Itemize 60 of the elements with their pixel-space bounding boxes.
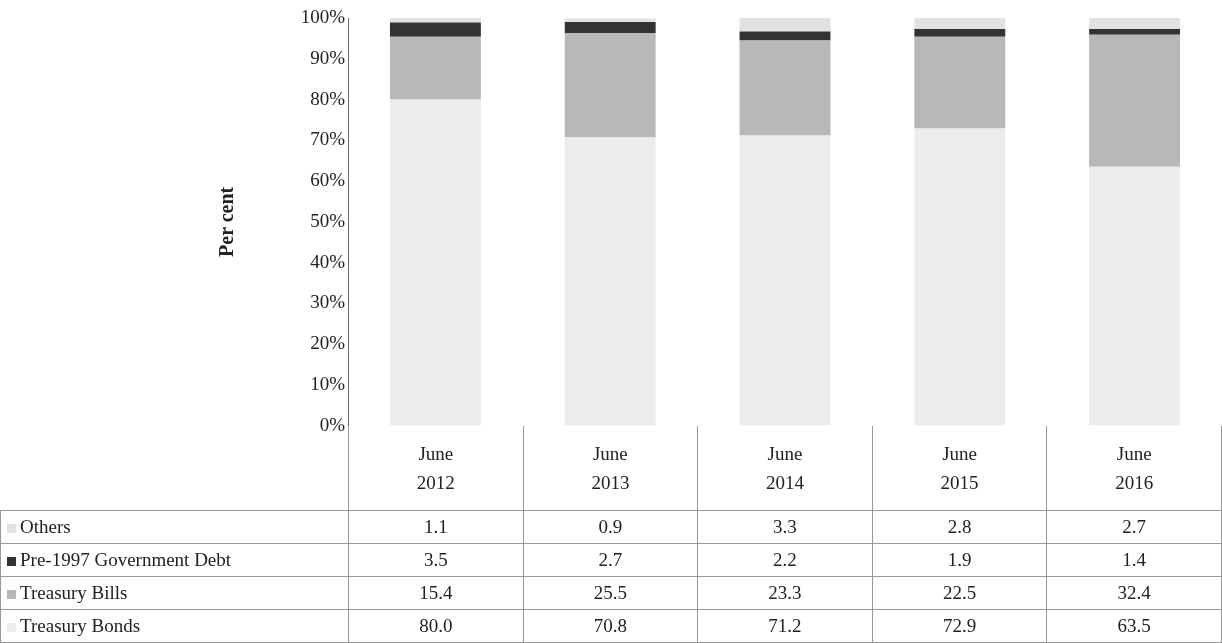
data-label: 1.4 (1046, 543, 1222, 577)
data-label: 2.7 (523, 543, 698, 577)
data-label: 1.9 (872, 543, 1047, 577)
y-tick-label: 90% (310, 46, 346, 68)
x-tick-label: June 2012 (348, 426, 524, 511)
bar (1089, 29, 1181, 35)
legend-label: Pre-1997 Government Debt (20, 549, 232, 570)
bar (564, 137, 656, 426)
y-tick-label: 20% (310, 332, 346, 354)
bar (914, 29, 1006, 37)
data-label: 2.2 (697, 543, 873, 577)
bar (389, 36, 481, 100)
data-label: 0.9 (523, 510, 698, 544)
y-tick-label: 70% (310, 128, 346, 150)
bar (739, 40, 831, 136)
y-tick-label: 0% (319, 413, 346, 435)
bar (1089, 166, 1181, 426)
bar (389, 99, 481, 426)
data-label: 72.9 (872, 609, 1047, 643)
y-tick-label: 100% (300, 5, 346, 27)
x-tick-label: June 2016 (1046, 426, 1222, 511)
bar (739, 18, 831, 32)
y-tick-label: 30% (310, 291, 346, 313)
data-label: 3.3 (697, 510, 873, 544)
bar (1089, 18, 1181, 30)
bar (564, 22, 656, 34)
legend-label: Treasury Bills (20, 582, 128, 603)
y-tick-label: 40% (310, 250, 346, 272)
data-label: 63.5 (1046, 609, 1222, 643)
bar (564, 33, 656, 138)
bar (739, 31, 831, 41)
data-label: 15.4 (348, 576, 524, 610)
data-label: 22.5 (872, 576, 1047, 610)
data-label: 2.7 (1046, 510, 1222, 544)
data-label: 32.4 (1046, 576, 1222, 610)
data-label: 70.8 (523, 609, 698, 643)
y-tick-label: 60% (310, 169, 346, 191)
y-tick-label: 50% (310, 209, 346, 231)
x-tick-label: June 2015 (872, 426, 1047, 511)
data-label: 25.5 (523, 576, 698, 610)
y-tick-label: 80% (310, 87, 346, 109)
x-tick-label: June 2014 (697, 426, 873, 511)
y-axis-title: Per cent (215, 186, 238, 257)
legend-label: Treasury Bonds (20, 615, 141, 636)
data-label: 71.2 (697, 609, 873, 643)
legend-label: Others (20, 516, 71, 537)
data-label: 3.5 (348, 543, 524, 577)
bar (914, 128, 1006, 426)
bar (739, 135, 831, 426)
data-label: 23.3 (697, 576, 873, 610)
y-tick-label: 10% (310, 372, 346, 394)
bar (914, 36, 1006, 129)
bar (564, 18, 656, 23)
bar (914, 18, 1006, 30)
x-tick-label: June 2013 (523, 426, 698, 511)
bar (1089, 34, 1181, 167)
data-label: 80.0 (348, 609, 524, 643)
data-label: 2.8 (872, 510, 1047, 544)
data-label: 1.1 (348, 510, 524, 544)
bar (389, 22, 481, 37)
